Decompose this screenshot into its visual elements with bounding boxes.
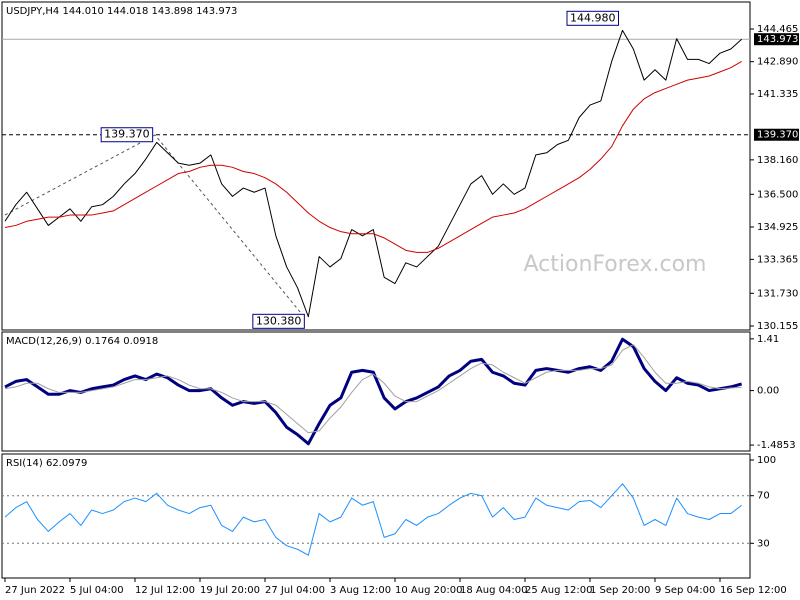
x-tick-label: 9 Sep 04:00 — [655, 585, 715, 596]
trend-lines — [4, 134, 306, 319]
x-tick-label: 10 Aug 20:00 — [395, 585, 462, 596]
annotation-box — [100, 127, 154, 143]
x-tick-label: 19 Jul 20:00 — [200, 585, 260, 596]
series-line — [4, 61, 742, 253]
level-label-box — [754, 128, 799, 141]
annotation-box — [566, 10, 619, 26]
watermark: ActionForex.com — [524, 252, 707, 277]
y-tick-label: 138.160 — [757, 155, 798, 166]
level-label: 139.370 — [757, 130, 798, 141]
panel-title: RSI(14) 62.0979 — [6, 458, 87, 469]
y-tick-label: 130.155 — [757, 321, 798, 332]
y-tick-label: -1.4853 — [757, 440, 796, 451]
annotation-label: 144.980 — [570, 11, 616, 24]
series-line — [4, 337, 743, 446]
y-tick-label: 100 — [757, 455, 776, 466]
level-label-box — [754, 33, 799, 46]
series-line — [4, 483, 742, 556]
annotation-label: 130.380 — [256, 314, 302, 327]
y-tick-label: 70 — [757, 491, 770, 502]
y-tick-label: 131.730 — [757, 288, 798, 299]
x-tick-label: 18 Aug 04:00 — [460, 585, 527, 596]
y-tick-label: 134.925 — [757, 222, 798, 233]
annotation-label: 139.370 — [104, 128, 150, 141]
y-tick-label: 1.41 — [757, 334, 779, 345]
panel-frame — [1, 1, 751, 331]
y-tick-label: 0.00 — [757, 386, 779, 397]
panel-title: USDJPY,H4 144.010 144.018 143.898 143.97… — [6, 6, 237, 17]
level-label: 143.973 — [757, 34, 798, 45]
y-tick-label: 136.500 — [757, 189, 798, 200]
series-line — [4, 29, 743, 318]
y-tick-label: 133.365 — [757, 254, 798, 265]
x-tick-label: 27 Jul 04:00 — [265, 585, 325, 596]
y-tick-label: 30 — [757, 538, 770, 549]
x-tick-label: 1 Sep 20:00 — [590, 585, 650, 596]
trend-line — [4, 134, 306, 319]
x-tick-label: 27 Jun 2022 — [5, 585, 65, 596]
panel-title: MACD(12,26,9) 0.1764 0.0918 — [6, 336, 158, 347]
y-tick-label: 141.335 — [757, 89, 798, 100]
x-tick-label: 25 Aug 12:00 — [525, 585, 592, 596]
y-tick-label: 144.465 — [757, 24, 798, 35]
y-tick-label: 142.890 — [757, 57, 798, 68]
x-tick-label: 5 Jul 04:00 — [70, 585, 124, 596]
panel-frame — [1, 453, 751, 579]
annotation-box — [252, 313, 305, 329]
x-tick-label: 16 Sep 12:00 — [720, 585, 787, 596]
panel-frame — [1, 331, 751, 452]
series-line — [4, 344, 742, 434]
x-tick-label: 3 Aug 12:00 — [330, 585, 391, 596]
x-tick-label: 12 Jul 12:00 — [135, 585, 195, 596]
